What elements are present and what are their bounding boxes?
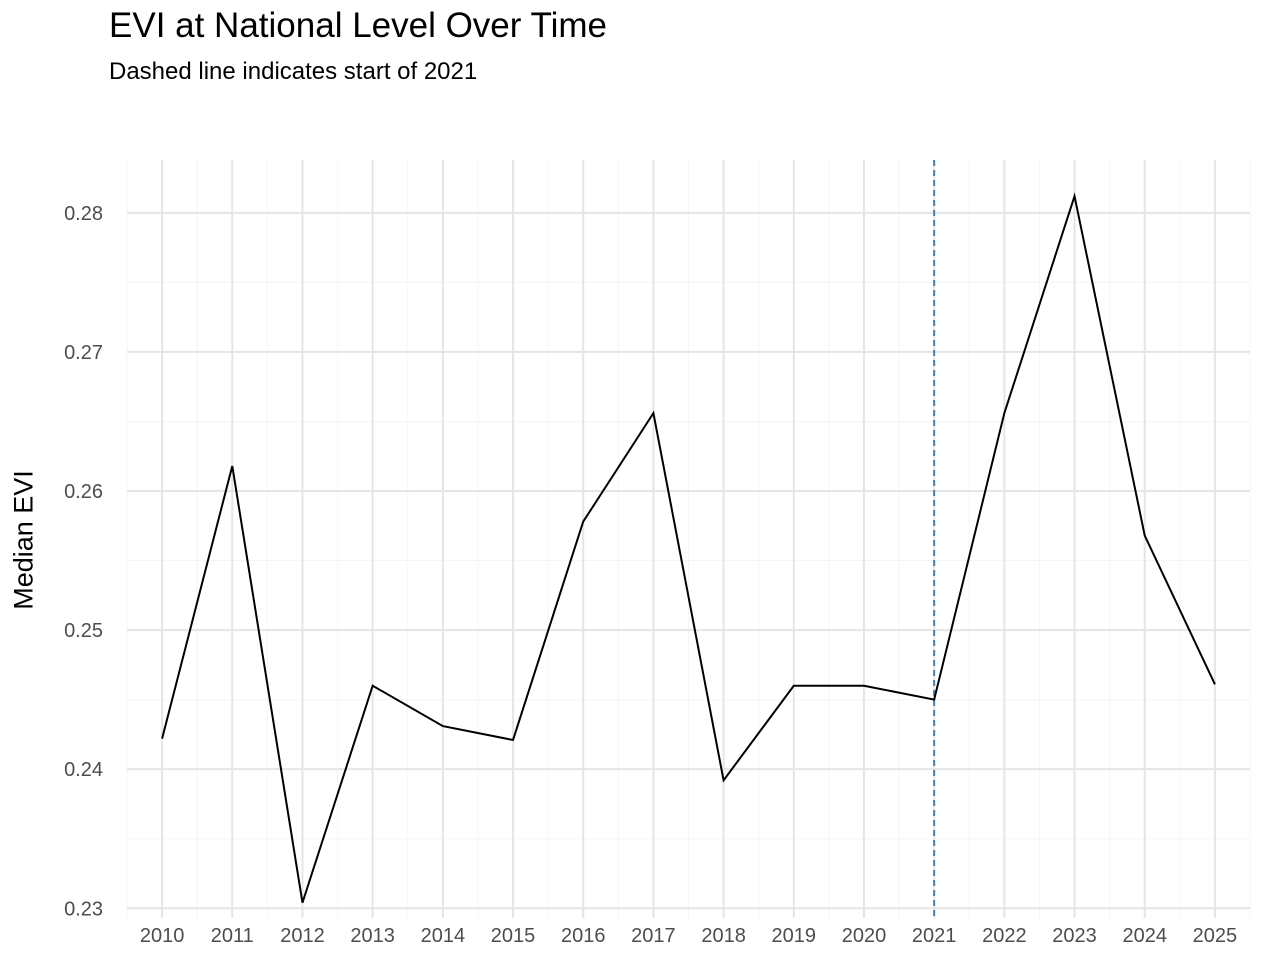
x-tick-label: 2017 [631, 925, 676, 947]
y-tick-label: 0.24 [64, 759, 103, 781]
y-axis-ticks: 0.23 0.24 0.25 0.26 0.27 0.28 [64, 203, 103, 920]
x-tick-label: 2011 [211, 925, 254, 947]
series-line [161, 192, 1216, 904]
series-group [161, 192, 1216, 904]
chart-title: EVI at National Level Over Time [109, 6, 607, 45]
chart-subtitle: Dashed line indicates start of 2021 [109, 58, 478, 85]
x-axis-ticks: 2010 2011 2012 2013 2014 2015 2016 2017 2018 2019… [140, 925, 1237, 947]
y-tick-label: 0.23 [64, 898, 103, 920]
x-tick-label: 2020 [842, 925, 887, 947]
x-tick-label: 2015 [491, 925, 536, 947]
x-tick-label: 2012 [280, 925, 325, 947]
y-tick-label: 0.25 [64, 620, 103, 642]
x-tick-label: 2023 [1052, 925, 1097, 947]
x-tick-label: 2021 [912, 925, 957, 947]
y-tick-label: 0.27 [64, 342, 103, 364]
x-tick-label: 2018 [701, 925, 746, 947]
major-gridlines [127, 160, 1250, 918]
x-tick-label: 2010 [140, 925, 185, 947]
x-tick-label: 2016 [561, 925, 606, 947]
x-tick-label: 2014 [421, 925, 466, 947]
x-tick-label: 2022 [982, 925, 1027, 947]
x-tick-label: 2025 [1193, 925, 1238, 947]
minor-gridlines [126, 160, 1251, 918]
y-tick-label: 0.26 [64, 481, 103, 503]
x-tick-label: 2013 [350, 925, 395, 947]
y-tick-label: 0.28 [64, 203, 103, 225]
x-tick-label: 2019 [772, 925, 817, 947]
x-tick-label: 2024 [1122, 925, 1167, 947]
